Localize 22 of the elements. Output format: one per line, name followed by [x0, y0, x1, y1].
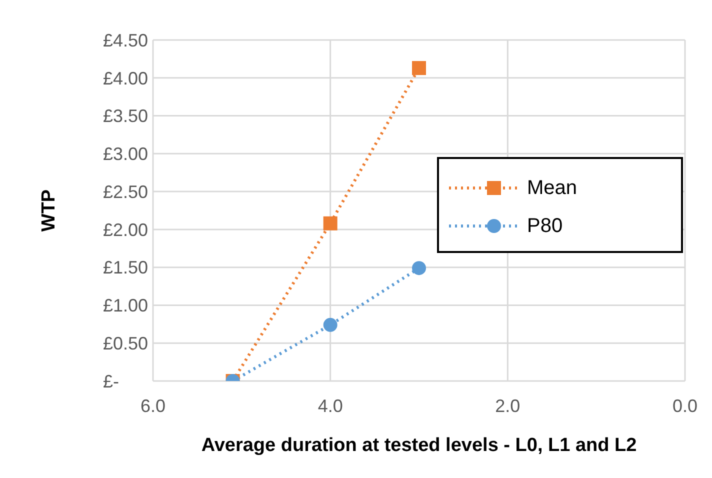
y-tick-label: £0.50: [103, 334, 148, 354]
point: [412, 61, 426, 76]
legend-label: P80: [527, 214, 563, 238]
point: [412, 261, 426, 276]
y-tick-label: £1.50: [103, 258, 148, 278]
point: [323, 216, 338, 230]
y-tick-label: £3.50: [103, 106, 148, 126]
point: [323, 318, 338, 332]
x-tick-label: 2.0: [495, 396, 520, 416]
y-tick-label: £4.00: [103, 68, 148, 88]
legend-label: Mean: [527, 176, 578, 200]
x-tick-label: 0.0: [672, 396, 698, 416]
y-tick-label: £2.50: [103, 182, 148, 202]
y-tick-label: £3.00: [103, 144, 148, 164]
y-tick-label: £2.00: [103, 220, 148, 240]
x-axis-title: Average duration at tested levels - L0, L1 and L2: [201, 435, 637, 456]
y-tick-label: £1.00: [103, 296, 148, 316]
y-tick-label: £4.50: [103, 30, 148, 50]
y-tick-label: £-: [103, 371, 120, 392]
x-tick-label: 6.0: [140, 396, 166, 416]
x-tick-label: 4.0: [318, 396, 343, 416]
y-axis-title: WTP: [38, 189, 60, 232]
